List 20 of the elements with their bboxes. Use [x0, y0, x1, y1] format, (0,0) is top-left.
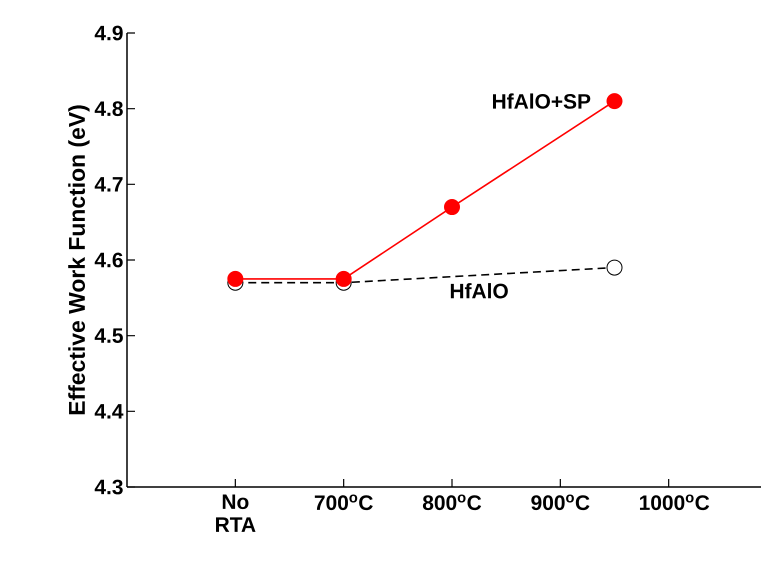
y-tick-label: 4.8 — [94, 101, 123, 116]
series-label: HfAlO — [450, 283, 508, 298]
y-tick-label: 4.5 — [94, 328, 123, 343]
point — [444, 199, 460, 216]
x-tick-label: 1000$^{o}$C — [640, 494, 710, 510]
x-tick-label: No RTA — [216, 494, 256, 532]
point — [606, 93, 623, 110]
y-tick-label: 4.7 — [94, 177, 123, 192]
series-label: HfAlO+SP — [492, 93, 590, 109]
y-tick-label: 4.9 — [94, 26, 123, 40]
y-tick-label: 4.4 — [94, 404, 124, 419]
y-tick-label: 4.6 — [94, 252, 123, 268]
point — [606, 260, 623, 276]
x-tick-label: 700$^{o}$C — [314, 494, 373, 510]
y-tick-label: 4.3 — [94, 480, 123, 494]
point — [227, 270, 244, 287]
x-tick-label: 800$^{o}$C — [422, 494, 482, 510]
x-tick-label: 900$^{o}$C — [531, 494, 590, 510]
point — [336, 270, 352, 287]
y-axis-title: Effective Work Function (eV) — [68, 105, 90, 414]
